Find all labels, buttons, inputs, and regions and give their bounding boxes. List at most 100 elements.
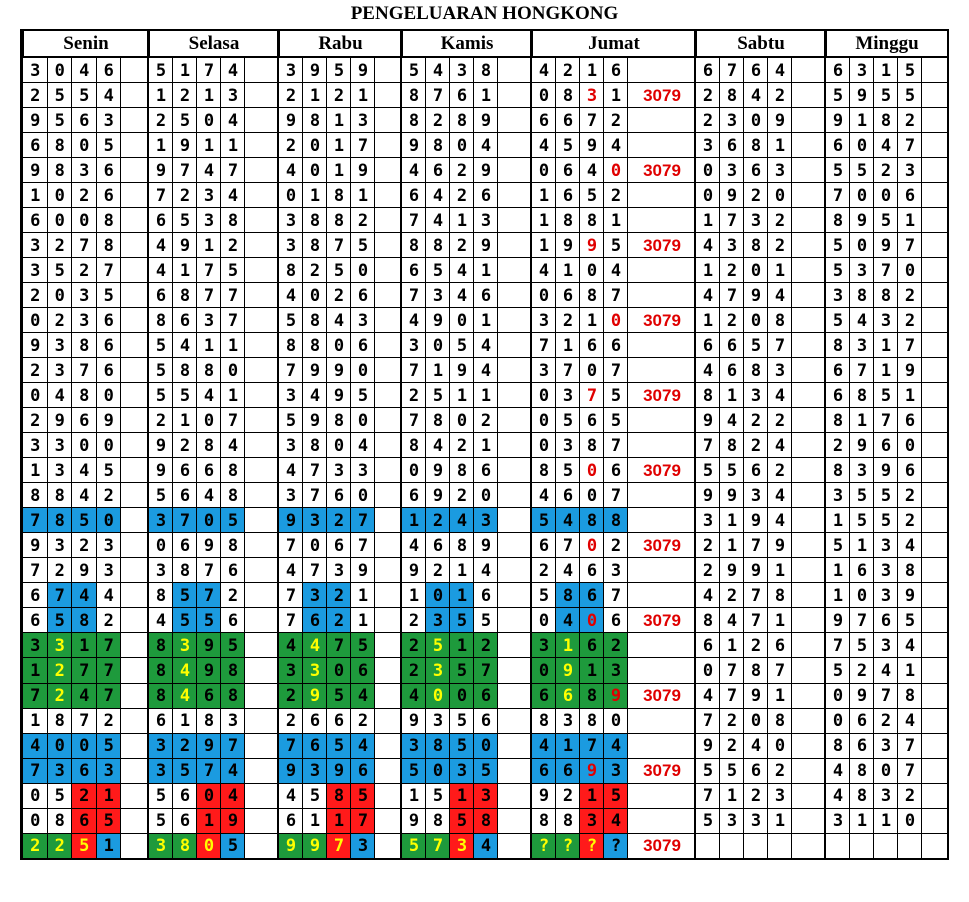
digit-cell-jumat: 9	[531, 782, 556, 809]
spacer-cell	[374, 682, 402, 709]
digit-cell-rabu: 1	[302, 182, 327, 209]
digit-cell-selasa: 6	[172, 482, 197, 509]
spacer-cell	[244, 307, 279, 334]
digit-cell-sabtu: 5	[719, 757, 744, 784]
jumat-note	[627, 657, 696, 684]
digit-cell-senin: 0	[71, 732, 97, 759]
digit-cell-rabu: 5	[326, 682, 351, 709]
digit-cell-senin: 9	[22, 107, 48, 134]
digit-cell-sabtu: 6	[719, 357, 744, 384]
digit-cell-jumat: 5	[531, 582, 556, 609]
digit-cell-jumat: 1	[555, 632, 580, 659]
spacer-cell	[791, 57, 826, 84]
digit-cell-sabtu: 3	[767, 782, 792, 809]
digit-cell-rabu: 7	[302, 457, 327, 484]
digit-cell-minggu: 3	[897, 157, 922, 184]
digit-cell-jumat: 0	[531, 657, 556, 684]
digit-cell-kamis: 6	[473, 457, 498, 484]
digit-cell-jumat: 3	[555, 707, 580, 734]
digit-cell-selasa: 5	[172, 382, 197, 409]
digit-cell-rabu: 7	[326, 832, 351, 859]
digit-cell-sabtu: 2	[743, 782, 768, 809]
digit-cell-senin: 1	[22, 182, 48, 209]
digit-cell-selasa: 8	[220, 532, 245, 559]
spacer-cell	[120, 807, 149, 834]
digit-cell-rabu: 4	[350, 432, 375, 459]
digit-cell-senin: 6	[71, 807, 97, 834]
digit-cell-rabu: 1	[302, 807, 327, 834]
digit-cell-sabtu: 4	[767, 57, 792, 84]
spacer-cell	[921, 182, 948, 209]
spacer-cell	[120, 607, 149, 634]
digit-cell-rabu: 0	[302, 532, 327, 559]
digit-cell-senin: 9	[46, 407, 72, 434]
digit-cell-senin: 0	[22, 307, 48, 334]
digit-cell-jumat: 6	[603, 457, 628, 484]
digit-cell-sabtu: 2	[767, 457, 792, 484]
digit-cell-rabu: 4	[278, 282, 303, 309]
digit-cell-sabtu: 1	[695, 207, 720, 234]
digit-cell-rabu: 3	[350, 107, 375, 134]
digit-cell-jumat: 5	[531, 507, 556, 534]
digit-cell-jumat: 4	[531, 57, 556, 84]
digit-cell-minggu: 3	[825, 482, 850, 509]
jumat-note: 3079	[627, 457, 696, 484]
digit-cell-senin: 8	[71, 382, 97, 409]
digit-cell-sabtu	[767, 832, 792, 859]
digit-cell-rabu: 6	[302, 732, 327, 759]
digit-cell-jumat: 1	[579, 657, 604, 684]
spacer-cell	[120, 107, 149, 134]
digit-cell-kamis: 6	[473, 682, 498, 709]
spacer-cell	[791, 357, 826, 384]
digit-cell-kamis: 3	[425, 707, 450, 734]
digit-cell-kamis: 8	[425, 232, 450, 259]
digit-cell-jumat: 7	[531, 332, 556, 359]
digit-cell-kamis: 9	[401, 807, 426, 834]
spacer-cell	[120, 232, 149, 259]
digit-cell-selasa: 9	[196, 732, 221, 759]
digit-cell-selasa: 4	[196, 482, 221, 509]
day-header-jumat: Jumat	[531, 29, 695, 57]
digit-cell-sabtu: 2	[719, 257, 744, 284]
spacer-cell	[120, 382, 149, 409]
digit-cell-jumat: 0	[531, 407, 556, 434]
spacer-cell	[921, 682, 948, 709]
digit-cell-jumat: 2	[603, 632, 628, 659]
digit-cell-senin: 2	[46, 307, 72, 334]
digit-cell-sabtu: 1	[719, 632, 744, 659]
digit-cell-rabu: 2	[302, 257, 327, 284]
digit-cell-selasa: 0	[196, 407, 221, 434]
digit-cell-sabtu: 3	[719, 157, 744, 184]
digit-cell-senin: 4	[22, 732, 48, 759]
digit-cell-kamis: 2	[401, 607, 426, 634]
digit-cell-minggu: 2	[897, 107, 922, 134]
digit-cell-sabtu: 2	[767, 407, 792, 434]
digit-cell-sabtu: 4	[719, 607, 744, 634]
digit-cell-rabu: 6	[302, 707, 327, 734]
digit-cell-sabtu: 5	[695, 757, 720, 784]
digit-cell-jumat: 8	[579, 282, 604, 309]
digit-cell-jumat: 1	[555, 257, 580, 284]
digit-cell-rabu: 9	[326, 382, 351, 409]
digit-cell-minggu: 8	[825, 732, 850, 759]
digit-cell-rabu: 3	[350, 832, 375, 859]
digit-cell-selasa: 5	[148, 807, 173, 834]
digit-cell-selasa: 8	[196, 707, 221, 734]
spacer-cell	[921, 707, 948, 734]
spacer-cell	[374, 432, 402, 459]
spacer-cell	[921, 357, 948, 384]
digit-cell-rabu: 3	[326, 457, 351, 484]
digit-cell-minggu: 6	[849, 557, 874, 584]
digit-cell-senin: 0	[95, 432, 121, 459]
digit-cell-senin: 3	[46, 432, 72, 459]
digit-cell-selasa: 1	[196, 807, 221, 834]
digit-cell-selasa: 8	[220, 657, 245, 684]
spacer-cell	[791, 807, 826, 834]
digit-cell-selasa: 8	[148, 657, 173, 684]
digit-cell-jumat: 0	[603, 307, 628, 334]
digit-cell-jumat: 1	[555, 332, 580, 359]
digit-cell-sabtu: 7	[695, 432, 720, 459]
digit-cell-kamis: 8	[425, 132, 450, 159]
digit-cell-rabu: 0	[326, 657, 351, 684]
digit-cell-selasa: 7	[196, 582, 221, 609]
